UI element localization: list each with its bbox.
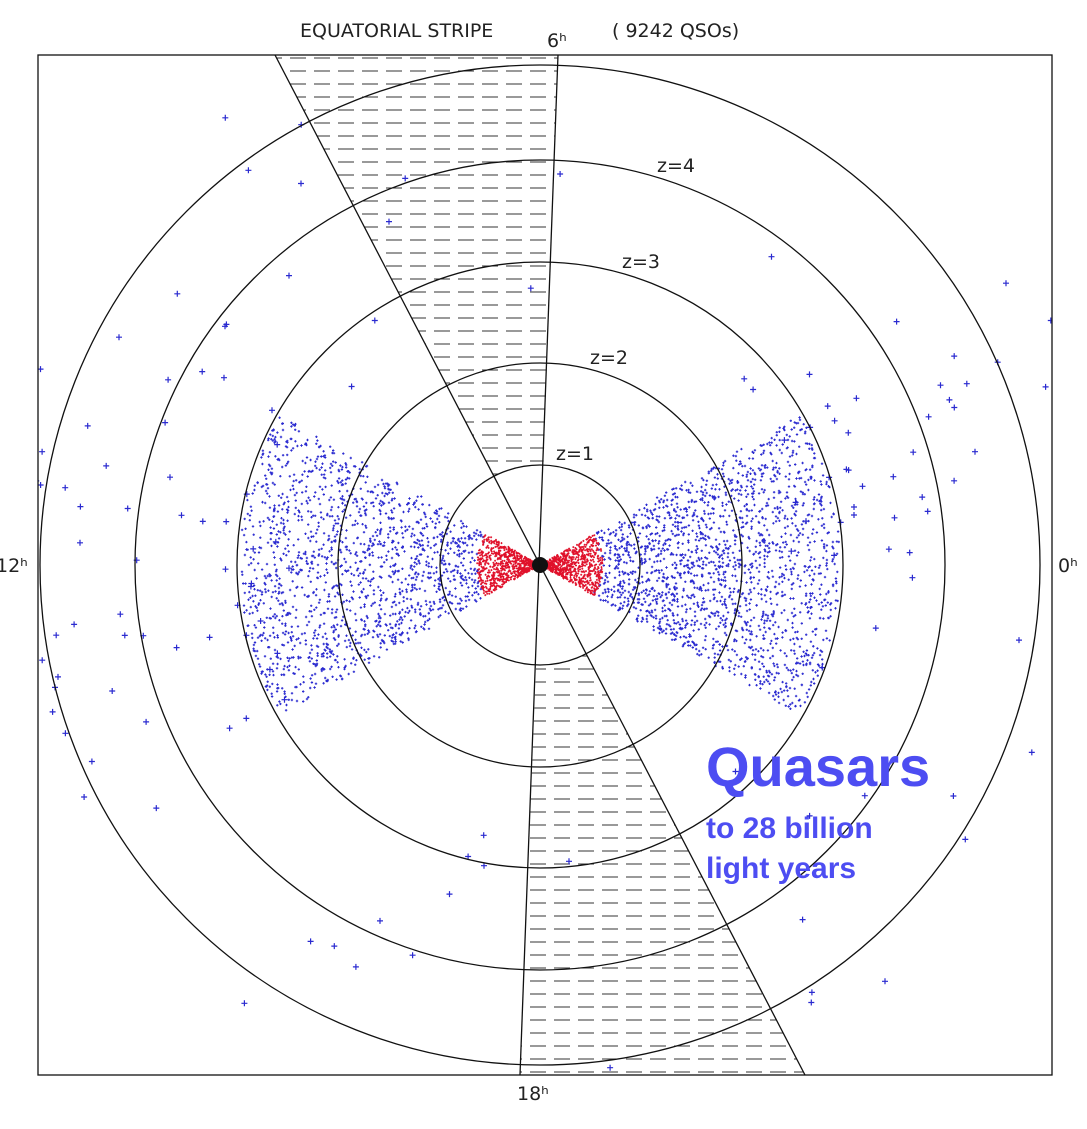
callout-line: to 28 billion: [706, 812, 873, 845]
hatched-wedge: [275, 55, 558, 565]
hatched-wedge: [520, 565, 805, 1075]
wedge-edge: [519, 55, 559, 1075]
hour-label: 6ʰ: [547, 30, 567, 52]
ring-label: z=1: [556, 443, 594, 465]
wedge-edge: [274, 55, 806, 1075]
ring: [39, 64, 1041, 1066]
callout-line: light years: [706, 852, 856, 885]
ring-label: z=2: [590, 347, 628, 369]
ring: [439, 464, 641, 666]
ring: [236, 261, 844, 869]
redshift-rings: [39, 64, 1041, 1066]
hour-label: 18ʰ: [517, 1083, 549, 1105]
hour-label: 12ʰ: [0, 555, 28, 577]
plot-area: [38, 55, 1052, 1075]
ring: [134, 159, 946, 971]
point-cloud: [240, 416, 840, 712]
point-cloud: [38, 114, 1052, 1071]
ring: [337, 362, 743, 768]
title: EQUATORIAL STRIPE: [300, 20, 493, 42]
frame: [37, 54, 1053, 1076]
count-label: ( 9242 QSOs): [612, 20, 739, 42]
ring-label: z=3: [622, 251, 660, 273]
ring-label: z=4: [657, 155, 695, 177]
callout-heading: Quasars: [706, 735, 930, 798]
hour-label: 0ʰ: [1058, 555, 1078, 577]
